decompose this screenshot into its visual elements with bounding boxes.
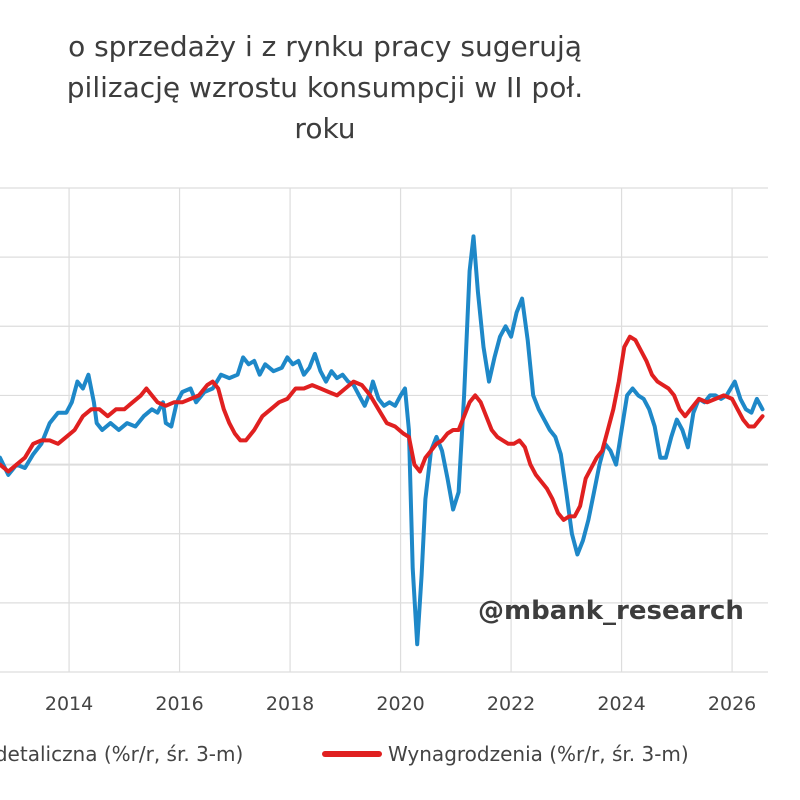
x-tick-label: 2024 xyxy=(597,693,645,715)
legend-label-retail: ż detaliczna (%r/r, śr. 3-m) xyxy=(0,742,244,766)
chart-title: o sprzedaży i z rynku pracy sugerują pil… xyxy=(0,26,650,149)
x-tick-label: 2026 xyxy=(708,693,756,715)
x-tick-label: 2020 xyxy=(376,693,424,715)
series-line-retail xyxy=(0,234,765,647)
x-axis-tick-labels: 2014 2016 2018 2020 2022 2024 2026 xyxy=(45,693,756,715)
chart-title-line-3: roku xyxy=(294,112,356,145)
series-line-wages xyxy=(0,334,765,522)
legend-item-wages: Wynagrodzenia (%r/r, śr. 3-m) xyxy=(322,742,689,766)
legend-item-retail: ż detaliczna (%r/r, śr. 3-m) xyxy=(0,742,243,766)
watermark: @mbank_research xyxy=(478,596,744,626)
x-tick-label: 2022 xyxy=(487,693,535,715)
x-tick-label: 2016 xyxy=(155,693,203,715)
x-tick-label: 2014 xyxy=(45,693,93,715)
legend-swatch-wages xyxy=(322,751,382,757)
chart-title-line-1: o sprzedaży i z rynku pracy sugerują xyxy=(68,30,582,63)
legend-label-wages: Wynagrodzenia (%r/r, śr. 3-m) xyxy=(388,742,689,766)
chart-title-line-2: pilizację wzrostu konsumpcji w II poł. xyxy=(66,71,584,104)
chart-series xyxy=(0,234,765,647)
x-tick-label: 2018 xyxy=(266,693,314,715)
